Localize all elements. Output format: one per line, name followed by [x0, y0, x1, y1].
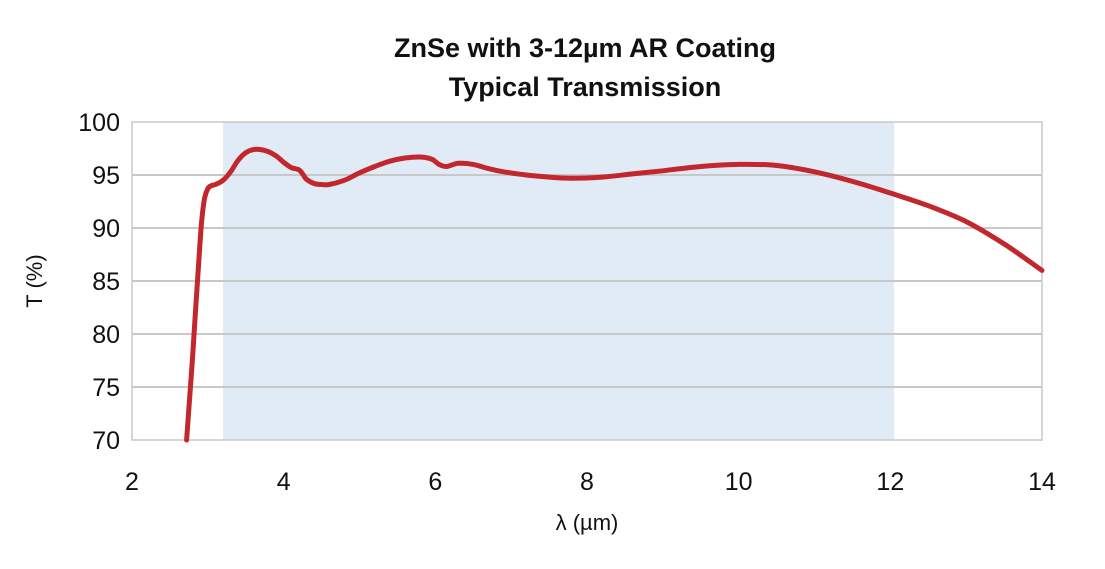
- plot-frame: [131, 121, 1043, 441]
- y-axis-label: T (%): [22, 254, 47, 307]
- y-tick-label: 70: [92, 427, 120, 455]
- gridlines: [132, 174, 1042, 388]
- x-axis-label: λ (µm): [556, 510, 619, 535]
- x-tick-label: 14: [1028, 468, 1056, 496]
- y-axis-ticks: 70 75 80 85 90 95 100: [78, 109, 120, 455]
- x-tick-label: 12: [876, 468, 904, 496]
- x-tick-label: 8: [580, 468, 594, 496]
- chart-title-line-2: Typical Transmission: [449, 72, 722, 102]
- transmission-line: [184, 146, 1045, 443]
- x-tick-label: 4: [277, 468, 291, 496]
- x-tick-label: 6: [428, 468, 442, 496]
- y-tick-label: 75: [92, 374, 120, 402]
- chart-title-line-1: ZnSe with 3-12µm AR Coating: [394, 33, 776, 63]
- x-axis-ticks: 2 4 6 8 10 12 14: [125, 468, 1056, 496]
- x-tick-label: 2: [125, 468, 139, 496]
- x-tick-label: 10: [725, 468, 753, 496]
- y-tick-label: 90: [92, 215, 120, 243]
- y-tick-label: 85: [92, 268, 120, 296]
- y-tick-label: 100: [78, 109, 120, 137]
- plot-area: [131, 121, 1045, 443]
- y-tick-label: 80: [92, 321, 120, 349]
- y-tick-label: 95: [92, 162, 120, 190]
